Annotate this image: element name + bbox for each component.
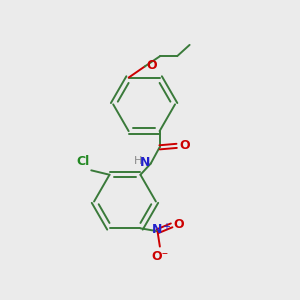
Text: O: O [179,139,190,152]
Text: O⁻: O⁻ [152,250,169,262]
Text: N: N [140,156,151,169]
Text: O: O [147,59,157,72]
Text: O: O [173,218,184,231]
Text: Cl: Cl [76,155,89,168]
Text: N: N [152,223,162,236]
Text: +: + [162,222,170,232]
Text: H: H [134,156,142,166]
